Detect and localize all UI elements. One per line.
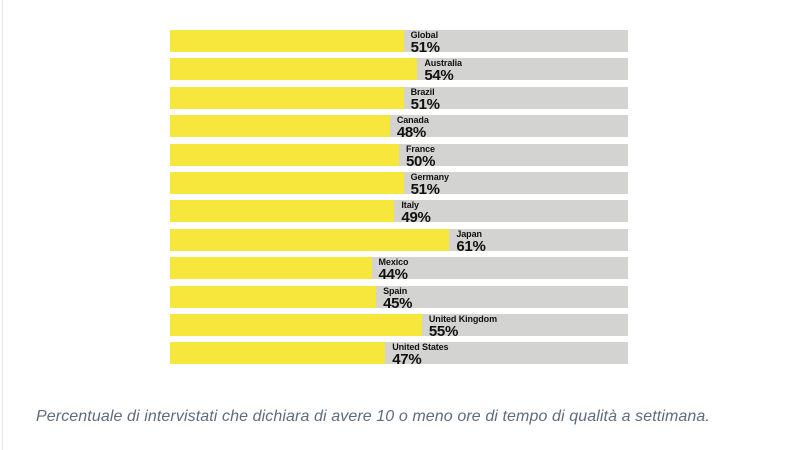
bar-value-label: 51% [410, 180, 440, 198]
bar-label: Japan 61% [449, 228, 486, 255]
bar-fill [170, 285, 377, 308]
bar-fill [170, 228, 450, 251]
bar-country-label: United Kingdom [428, 313, 497, 324]
bar-row: Mexico 44% [170, 257, 628, 284]
bar-value-label: 50% [406, 152, 436, 170]
bar-row: Spain 45% [170, 285, 628, 312]
bar-value-label: 55% [428, 322, 459, 340]
bar-row: Australia 54% [170, 58, 628, 85]
bar-row: Brazil 51% [170, 86, 628, 113]
bar-row: Japan 61% [170, 228, 628, 255]
page-left-border [2, 0, 3, 450]
bar-country-label: Japan [456, 228, 482, 239]
bar-value-label: 47% [392, 351, 422, 369]
bar-value-label: 48% [396, 124, 426, 142]
bar-rows-container: Global 51% Australia 54% Brazil 51% Canada 48% F… [170, 30, 628, 369]
bar-value-label: 54% [424, 67, 454, 85]
bar-value-label: 49% [401, 209, 431, 227]
bar-country-label: Germany [410, 171, 449, 182]
bar-label: Spain 45% [376, 285, 413, 312]
bar-value-label: 45% [383, 294, 413, 312]
bar-chart: Global 51% Australia 54% Brazil 51% Canada 48% F… [170, 30, 628, 371]
bar-label: Canada 48% [390, 115, 429, 142]
bar-label: Mexico 44% [372, 257, 409, 284]
bar-label: Germany 51% [404, 171, 449, 198]
bar-country-label: United States [392, 342, 449, 353]
bar-row: France 50% [170, 143, 628, 170]
bar-label: Australia 54% [417, 58, 462, 85]
bar-country-label: Spain [383, 285, 408, 296]
bar-fill [170, 171, 404, 194]
bar-fill [170, 200, 395, 223]
bar-value-label: 51% [410, 95, 440, 113]
bar-value-label: 51% [410, 39, 440, 56]
bar-country-label: France [406, 143, 435, 154]
bar-country-label: Italy [401, 200, 419, 211]
bar-label: United Kingdom 55% [422, 313, 497, 340]
bar-row: Italy 49% [170, 200, 628, 227]
bar-label: Italy 49% [394, 200, 431, 227]
bar-fill [170, 58, 418, 81]
bar-fill [170, 313, 422, 336]
bar-value-label: 61% [456, 237, 486, 255]
bar-row: United States 47% [170, 342, 628, 369]
bar-fill [170, 115, 390, 138]
bar-label: Global 51% [404, 30, 440, 56]
bar-fill [170, 257, 372, 280]
bar-fill [170, 86, 404, 109]
bar-label: Brazil 51% [404, 86, 440, 113]
bar-fill [170, 30, 404, 52]
chart-caption: Percentuale di intervistati che dichiara… [36, 408, 710, 425]
bar-fill [170, 342, 386, 365]
bar-country-label: Mexico [378, 257, 409, 268]
bar-label: United States 47% [385, 342, 449, 369]
bar-value-label: 44% [378, 266, 408, 284]
bar-country-label: Brazil [410, 86, 435, 97]
bar-row: United Kingdom 55% [170, 313, 628, 340]
bar-fill [170, 143, 399, 166]
bar-row: Global 51% [170, 30, 628, 56]
bar-country-label: Canada [396, 115, 429, 126]
bar-row: Canada 48% [170, 115, 628, 142]
bar-country-label: Global [410, 30, 439, 40]
bar-country-label: Australia [424, 58, 462, 69]
bar-label: France 50% [399, 143, 436, 170]
bar-row: Germany 51% [170, 171, 628, 198]
